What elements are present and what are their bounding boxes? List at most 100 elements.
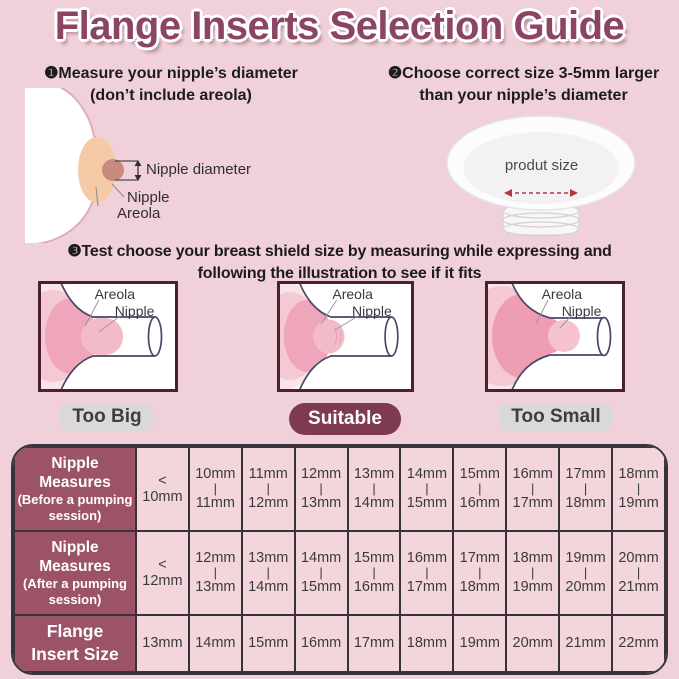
step1-line2: (don’t include areola) bbox=[90, 87, 252, 104]
range-to: 15mm bbox=[300, 579, 342, 596]
size-value: < 10mm bbox=[142, 472, 183, 505]
range-from: 16mm bbox=[512, 466, 553, 483]
range-to: 17mm bbox=[406, 579, 448, 596]
row-header-line: session) bbox=[48, 507, 102, 523]
range-to: 13mm bbox=[195, 579, 236, 596]
range-to: 19mm bbox=[618, 495, 659, 512]
nipple-diameter-label: Nipple diameter bbox=[146, 161, 252, 178]
areola-pressed bbox=[492, 294, 550, 378]
range-from: 17mm bbox=[565, 466, 606, 483]
range-separator: | bbox=[266, 481, 270, 497]
range-separator: | bbox=[372, 565, 376, 581]
size-cell: 12mm | 13mm bbox=[187, 529, 243, 616]
range-separator: | bbox=[583, 481, 588, 497]
size-cell: 20mm bbox=[505, 613, 561, 673]
range-separator: | bbox=[425, 565, 429, 581]
range-to: 16mm bbox=[459, 495, 500, 512]
fit2-areola-label: Areola bbox=[332, 286, 373, 302]
size-value: 19mm bbox=[459, 635, 500, 652]
range-separator: | bbox=[213, 481, 218, 497]
range-to: 20mm bbox=[565, 579, 606, 596]
range-to: 11mm bbox=[195, 495, 235, 512]
step3-line1: ❸Test choose your breast shield size by … bbox=[67, 243, 612, 260]
row-header-line: session) bbox=[48, 591, 102, 607]
range-from: 12mm bbox=[195, 550, 236, 567]
dimension-bracket bbox=[115, 160, 138, 181]
range-from: 12mm bbox=[300, 466, 342, 483]
size-table: Nipple Measures (Before a pumping session)… bbox=[11, 444, 668, 675]
size-value: < 12mm bbox=[142, 556, 183, 589]
fit2-nipple-label: Nipple bbox=[352, 303, 392, 319]
nipple-shape bbox=[102, 159, 124, 181]
range-from: 15mm bbox=[353, 550, 395, 567]
flange-product-illustration bbox=[446, 115, 636, 237]
size-cell: 13mm | 14mm bbox=[240, 529, 296, 616]
range-separator: | bbox=[530, 565, 535, 581]
size-cell: < 10mm bbox=[135, 446, 190, 532]
range-to: 18mm bbox=[459, 579, 500, 596]
row-header-line: (After a pumping bbox=[23, 575, 127, 591]
step3-line2: following the illustration to see if it … bbox=[197, 265, 482, 282]
range-from: 14mm bbox=[300, 550, 342, 567]
size-value: 17mm bbox=[353, 635, 395, 652]
size-table-body: Nipple Measures (Before a pumping session)… bbox=[13, 446, 666, 673]
range-from: 11mm bbox=[248, 466, 288, 483]
size-cell: 15mm bbox=[240, 613, 296, 673]
nipple-label: Nipple bbox=[127, 189, 170, 206]
tube-opening bbox=[596, 316, 612, 357]
row-header-line: Nipple Measures bbox=[39, 454, 111, 491]
range-from: 13mm bbox=[248, 550, 289, 567]
size-value: 16mm bbox=[300, 635, 342, 652]
range-separator: | bbox=[319, 565, 323, 581]
size-value: 18mm bbox=[406, 635, 448, 652]
range-from: 13mm bbox=[353, 466, 395, 483]
size-cell: 18mm | 19mm bbox=[611, 446, 666, 532]
range-from: 20mm bbox=[618, 550, 659, 567]
range-separator: | bbox=[425, 481, 429, 497]
suitable-caption: Suitable bbox=[289, 403, 401, 435]
fit3-nipple-label: Nipple bbox=[561, 303, 602, 319]
size-cell: 17mm | 18mm bbox=[452, 529, 508, 616]
range-from: 16mm bbox=[406, 550, 448, 567]
size-cell: 17mm | 18mm bbox=[558, 446, 614, 532]
nipple-pointer-line bbox=[111, 183, 125, 198]
range-to: 21mm bbox=[618, 579, 659, 596]
range-separator: | bbox=[636, 481, 641, 497]
range-separator: | bbox=[319, 481, 323, 497]
size-cell: 18mm bbox=[399, 613, 455, 673]
breast-measure-illustration bbox=[25, 88, 142, 243]
nipple-in-tunnel bbox=[548, 320, 580, 352]
tube-opening bbox=[147, 316, 163, 357]
range-separator: | bbox=[213, 565, 218, 581]
size-table-row: Nipple Measures (Before a pumping session)… bbox=[13, 446, 666, 532]
size-cell: 14mm bbox=[187, 613, 243, 673]
size-cell: 13mm | 14mm bbox=[346, 446, 402, 532]
tube-opening bbox=[384, 316, 399, 357]
step2-line2: than your nipple’s diameter bbox=[419, 87, 628, 104]
size-cell: 20mm | 21mm bbox=[611, 529, 666, 616]
size-cell: 16mm | 17mm bbox=[399, 529, 455, 616]
range-from: 15mm bbox=[459, 466, 500, 483]
row-header: Flange Insert Size bbox=[13, 613, 137, 673]
row-header: Nipple Measures (Before a pumping session) bbox=[13, 446, 137, 532]
step2-line1: ❷Choose correct size 3-5mm larger bbox=[387, 65, 660, 82]
areola-pressed bbox=[45, 298, 93, 374]
size-dashed-arrow bbox=[504, 189, 578, 197]
step1-line1: ❶Measure your nipple’s diameter bbox=[44, 65, 298, 82]
size-cell: 21mm bbox=[558, 613, 614, 673]
areola-pressed bbox=[283, 300, 331, 372]
size-cell: 12mm | 13mm bbox=[293, 446, 349, 532]
range-separator: | bbox=[372, 481, 376, 497]
page-title: Flange Inserts Selection Guide bbox=[54, 4, 625, 48]
size-cell: 19mm | 20mm bbox=[558, 529, 614, 616]
step3-heading: ❸Test choose your breast shield size by … bbox=[0, 241, 679, 285]
fit1-nipple-label: Nipple bbox=[114, 303, 155, 319]
fit-box-too-big: Areola Nipple bbox=[38, 281, 178, 392]
size-cell: 13mm bbox=[135, 613, 190, 673]
range-separator: | bbox=[478, 481, 482, 497]
too-big-illustration bbox=[41, 284, 163, 389]
row-header-line: Flange bbox=[46, 621, 104, 642]
size-cell: 15mm | 16mm bbox=[452, 446, 508, 532]
too-small-illustration bbox=[488, 284, 612, 389]
